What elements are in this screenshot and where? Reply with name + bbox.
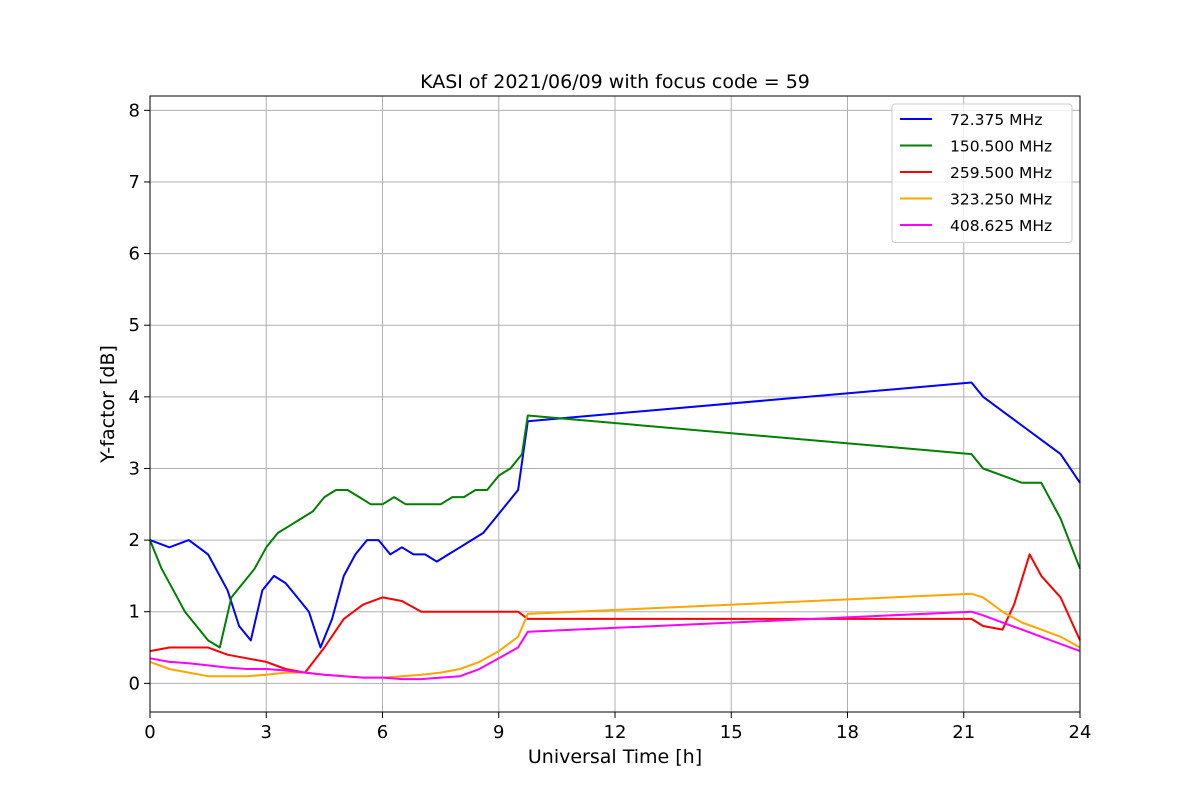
legend-label-2: 259.500 MHz bbox=[950, 164, 1052, 182]
series-line-4 bbox=[149, 610, 1081, 681]
legend: 72.375 MHz 150.500 MHz 259.500 MHz 323.250 … bbox=[891, 103, 1073, 243]
x-tick-label: 12 bbox=[604, 722, 627, 743]
x-tick-label: 0 bbox=[144, 722, 155, 743]
x-tick-label: 18 bbox=[836, 722, 859, 743]
series-line-1 bbox=[149, 414, 1081, 649]
series-line-2 bbox=[149, 553, 1081, 674]
y-tick-label: 4 bbox=[129, 387, 140, 408]
x-tick-label: 6 bbox=[377, 722, 388, 743]
y-tick-label: 0 bbox=[129, 673, 140, 694]
series-group bbox=[149, 381, 1081, 681]
y-tick-label: 8 bbox=[129, 100, 140, 121]
y-tick-label: 7 bbox=[129, 172, 140, 193]
series-line-0 bbox=[149, 381, 1081, 649]
x-tick-label: 21 bbox=[952, 722, 975, 743]
legend-box bbox=[891, 103, 1073, 243]
chart-title: KASI of 2021/06/09 with focus code = 59 bbox=[420, 71, 810, 93]
x-tick-label: 3 bbox=[261, 722, 272, 743]
x-tick-label: 24 bbox=[1069, 722, 1092, 743]
series-line-3 bbox=[149, 592, 1081, 679]
x-axis-title: Universal Time [h] bbox=[528, 746, 702, 768]
y-tick-label: 2 bbox=[129, 530, 140, 551]
legend-label-0: 72.375 MHz bbox=[950, 111, 1042, 129]
y-tick-label: 5 bbox=[129, 315, 140, 336]
y-tick-label: 1 bbox=[129, 602, 140, 623]
legend-label-1: 150.500 MHz bbox=[950, 138, 1052, 156]
y-tick-label: 3 bbox=[129, 458, 140, 479]
x-tick-label: 15 bbox=[720, 722, 743, 743]
legend-label-3: 323.250 MHz bbox=[950, 191, 1052, 209]
legend-label-4: 408.625 MHz bbox=[950, 217, 1052, 235]
x-tick-label: 9 bbox=[493, 722, 504, 743]
y-tick-label: 6 bbox=[129, 244, 140, 265]
y-axis-title: Y-factor [dB] bbox=[97, 345, 119, 464]
